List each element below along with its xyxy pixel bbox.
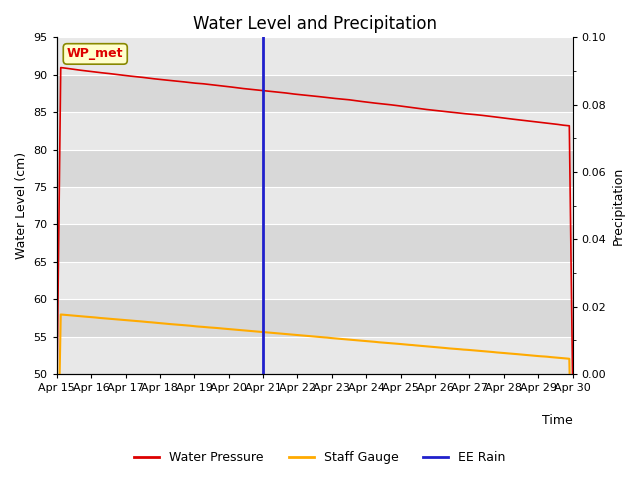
Bar	[57, 336, 573, 374]
Bar	[57, 150, 573, 187]
Y-axis label: Water Level (cm): Water Level (cm)	[15, 152, 28, 259]
Bar	[57, 37, 573, 75]
Title: Water Level and Precipitation: Water Level and Precipitation	[193, 15, 436, 33]
Text: WP_met: WP_met	[67, 48, 124, 60]
Bar	[57, 75, 573, 112]
Bar	[57, 224, 573, 262]
Bar	[57, 112, 573, 150]
Bar	[57, 262, 573, 299]
Legend: Water Pressure, Staff Gauge, EE Rain: Water Pressure, Staff Gauge, EE Rain	[129, 446, 511, 469]
Y-axis label: Precipitation: Precipitation	[612, 167, 625, 245]
Bar	[57, 187, 573, 224]
Text: Time: Time	[542, 414, 573, 428]
Bar	[57, 299, 573, 336]
